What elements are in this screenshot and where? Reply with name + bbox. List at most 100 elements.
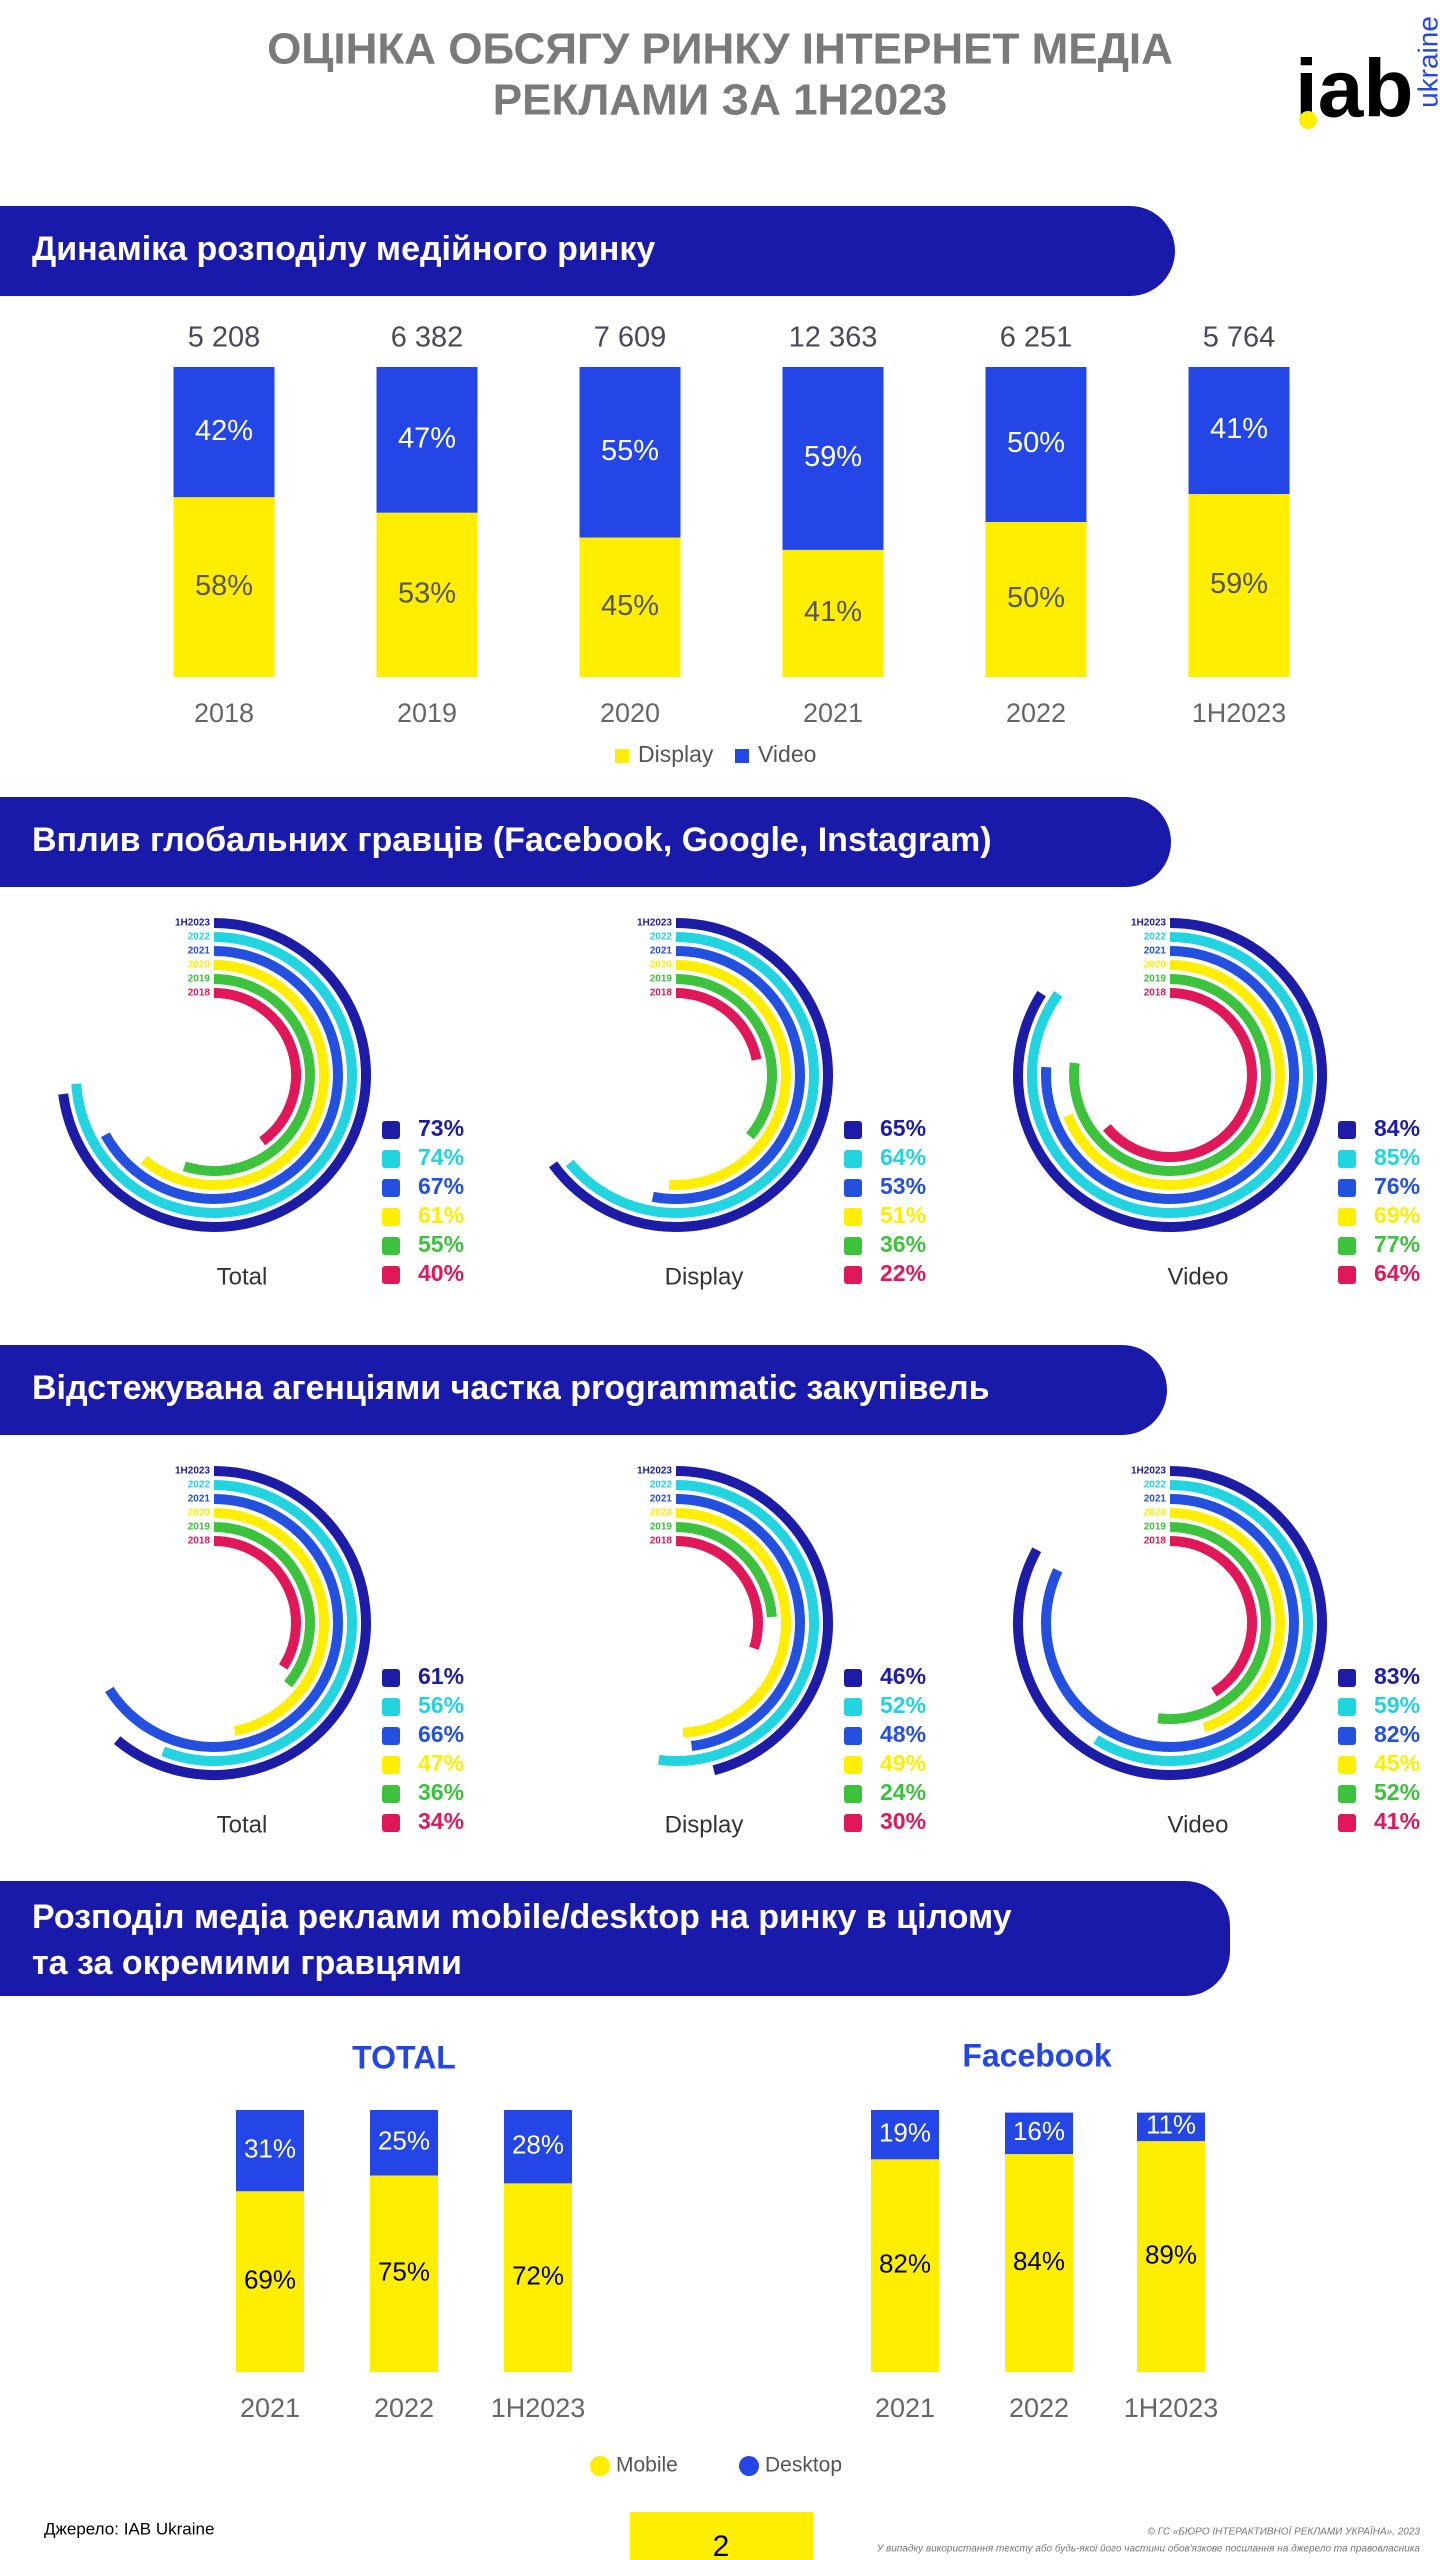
radial-arc — [105, 1494, 343, 1752]
legend-value: 66% — [418, 1721, 464, 1747]
legend-value: 82% — [1374, 1721, 1420, 1747]
bar-value-label: 31% — [244, 2133, 296, 2163]
legend-swatch — [1338, 1698, 1356, 1716]
ring-label: 2018 — [1144, 988, 1167, 999]
radial-arc — [213, 1508, 329, 1736]
radial-arc — [1157, 1522, 1272, 1724]
bar-value-label: 50% — [1007, 582, 1065, 614]
section-banner — [0, 797, 1171, 887]
bar-segment — [1005, 2112, 1073, 2155]
legend-value: 74% — [418, 1144, 464, 1170]
copyright-note: У випадку використання тексту або будь-я… — [876, 2543, 1421, 2555]
legend-swatch — [382, 1179, 400, 1197]
ring-label: 2021 — [1144, 946, 1167, 957]
ring-label: 2021 — [1144, 1494, 1167, 1505]
bar-segment — [236, 2110, 304, 2192]
source: Джерело: IAB Ukraine — [44, 2519, 214, 2538]
bar-segment — [1005, 2154, 1073, 2372]
radial-arc — [675, 1522, 777, 1618]
section-banner — [0, 1345, 1167, 1435]
legend-swatch — [1338, 1756, 1356, 1774]
bar-value-label: 72% — [512, 2261, 564, 2291]
legend-swatch — [382, 1208, 400, 1226]
ring-label: 1H2023 — [637, 1466, 672, 1477]
ring-label: 2022 — [650, 1480, 673, 1491]
legend-swatch — [1338, 1669, 1356, 1687]
legend-value: 34% — [418, 1808, 464, 1834]
ring-label: 2020 — [1144, 960, 1167, 971]
x-tick-label: 2022 — [374, 2393, 434, 2423]
bar-segment — [504, 2110, 572, 2184]
legend-value: 61% — [418, 1663, 464, 1689]
radial-arc — [1069, 974, 1271, 1176]
ring-label: 2019 — [188, 974, 211, 985]
radial-arc — [651, 946, 806, 1204]
radial-arc — [71, 932, 357, 1218]
legend-swatch — [382, 1727, 400, 1745]
bar-value-label: 25% — [378, 2126, 430, 2156]
radial-arc — [213, 1522, 315, 1688]
bar-segment — [782, 549, 884, 677]
bar-total-label: 12 363 — [789, 322, 878, 354]
legend-value: 69% — [1374, 1202, 1420, 1228]
ring-label: 2019 — [188, 1522, 211, 1533]
x-tick-label: 2022 — [1009, 2393, 1069, 2423]
x-tick-label: 1H2023 — [1192, 698, 1287, 728]
chart-label: Total — [217, 1263, 268, 1290]
ring-label: 2018 — [1144, 1536, 1167, 1547]
radial-arc — [140, 960, 329, 1190]
bar-value-label: 50% — [1007, 427, 1065, 459]
legend-swatch — [844, 1179, 862, 1197]
legend-swatch — [1338, 1208, 1356, 1226]
legend-value: 61% — [418, 1202, 464, 1228]
radial-arc — [675, 1508, 791, 1738]
legend-value: 46% — [880, 1663, 926, 1689]
radial-arc — [58, 918, 371, 1232]
radial-arc — [675, 974, 777, 1140]
ring-label: 1H2023 — [175, 1466, 210, 1477]
section-title: Динаміка розподілу медійного ринку — [32, 230, 655, 268]
chart-label: Total — [217, 1811, 268, 1838]
ring-label: 2022 — [1144, 932, 1167, 943]
legend-swatch — [844, 1237, 862, 1255]
ring-label: 2022 — [188, 1480, 211, 1491]
radial-arc — [1013, 1466, 1327, 1780]
radial-arc — [675, 988, 762, 1061]
legend-value: 64% — [1374, 1260, 1420, 1286]
bar-total-label: 6 251 — [1000, 322, 1073, 354]
legend-value: 48% — [880, 1721, 926, 1747]
legend-swatch — [1338, 1237, 1356, 1255]
ring-label: 2022 — [188, 932, 211, 943]
x-tick-label: 2020 — [600, 698, 660, 728]
ring-label: 2018 — [188, 988, 211, 999]
legend-value: 55% — [418, 1231, 464, 1257]
radial-arc — [1093, 1480, 1313, 1766]
radial-arc — [668, 960, 792, 1190]
bar-value-label: 89% — [1145, 2239, 1197, 2269]
legend-value: 47% — [418, 1750, 464, 1776]
ring-label: 2022 — [650, 932, 673, 943]
legend-swatch — [382, 1237, 400, 1255]
legend-value: 49% — [880, 1750, 926, 1776]
legend-swatch — [844, 1208, 862, 1226]
bar-value-label: 42% — [195, 415, 253, 447]
legend-swatch — [1338, 1266, 1356, 1284]
bar-value-label: 82% — [879, 2249, 931, 2279]
legend-value: 73% — [418, 1115, 464, 1141]
legend-label: Mobile — [616, 2454, 678, 2477]
legend-swatch — [844, 1756, 862, 1774]
radial-arc — [113, 1466, 371, 1780]
radial-arc — [182, 974, 315, 1176]
chart-label: Display — [665, 1811, 744, 1838]
radial-arc — [213, 988, 301, 1146]
ring-label: 2022 — [1144, 1480, 1167, 1491]
x-tick-label: 1H2023 — [491, 2393, 586, 2423]
legend-value: 52% — [880, 1692, 926, 1718]
ring-label: 2018 — [188, 1536, 211, 1547]
bar-segment — [376, 367, 478, 513]
ring-label: 2019 — [1144, 1522, 1167, 1533]
legend-swatch — [1338, 1179, 1356, 1197]
bar-segment — [236, 2191, 304, 2372]
ring-label: 1H2023 — [1131, 918, 1166, 929]
radial-arc — [1169, 1508, 1286, 1733]
